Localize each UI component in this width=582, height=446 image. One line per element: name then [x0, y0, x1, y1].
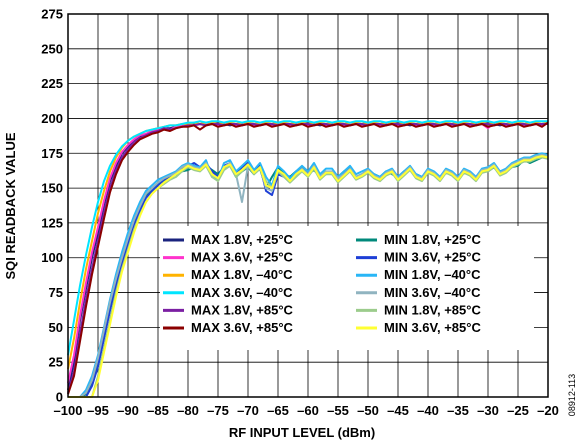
- figure-id: 08912-113: [567, 374, 577, 416]
- x-tick-label: –70: [237, 403, 259, 418]
- legend-label-8: MIN 3.6V, +25°C: [384, 250, 481, 265]
- x-axis-title: RF INPUT LEVEL (dBm): [229, 425, 375, 440]
- x-tick-label: –65: [267, 403, 289, 418]
- legend-label-2: MAX 3.6V, +25°C: [191, 250, 294, 265]
- legend-background: [356, 226, 534, 350]
- legend-label-4: MAX 3.6V, –40°C: [191, 285, 293, 300]
- x-tick-label: –25: [507, 403, 529, 418]
- series-lines: [67, 120, 549, 398]
- legend-label-9: MIN 1.8V, –40°C: [384, 267, 481, 282]
- x-tick-label: –30: [477, 403, 499, 418]
- x-tick-label: –60: [297, 403, 319, 418]
- legend-label-7: MIN 1.8V, +25°C: [384, 232, 481, 247]
- y-tick-label: 125: [41, 215, 63, 230]
- x-tick-label: –85: [147, 403, 169, 418]
- legend: MAX 1.8V, +25°C MAX 3.6V, +25°C MAX 1.8V, …: [160, 226, 534, 350]
- legend-label-1: MAX 1.8V, +25°C: [191, 232, 294, 247]
- y-tick-label: 100: [41, 250, 63, 265]
- series-line-12: [68, 155, 549, 398]
- axis-ticks: 0 25 50 75 100 125 150 175 200 225 250 275 –100 –95 –9…: [41, 7, 559, 419]
- y-tick-label: 75: [49, 285, 63, 300]
- x-tick-label: –100: [54, 403, 83, 418]
- y-tick-label: 200: [41, 111, 63, 126]
- x-tick-label: –80: [177, 403, 199, 418]
- series-line-6: [67, 121, 549, 395]
- legend-label-3: MAX 1.8V, –40°C: [191, 267, 293, 282]
- legend-label-5: MAX 1.8V, +85°C: [191, 302, 294, 317]
- legend-background: [160, 226, 356, 350]
- y-tick-label: 150: [41, 181, 63, 196]
- x-tick-label: –55: [327, 403, 349, 418]
- x-tick-label: –90: [117, 403, 139, 418]
- y-tick-label: 25: [49, 355, 63, 370]
- x-tick-label: –20: [537, 403, 559, 418]
- y-tick-label: 175: [41, 146, 63, 161]
- legend-label-11: MIN 1.8V, +85°C: [384, 302, 481, 317]
- x-tick-label: –95: [87, 403, 109, 418]
- legend-label-10: MIN 3.6V, –40°C: [384, 285, 481, 300]
- legend-label-6: MAX 3.6V, +85°C: [191, 320, 294, 335]
- y-tick-label: 250: [41, 41, 63, 56]
- series-line-9: [68, 152, 549, 398]
- series-line-4: [67, 120, 548, 356]
- plot-frame: [67, 13, 549, 398]
- x-tick-label: –50: [357, 403, 379, 418]
- y-tick-label: 50: [49, 320, 63, 335]
- x-tick-label: –35: [447, 403, 469, 418]
- x-tick-label: –40: [417, 403, 439, 418]
- y-tick-label: 0: [56, 390, 63, 405]
- x-tick-label: –75: [207, 403, 229, 418]
- y-tick-label: 275: [41, 7, 63, 22]
- legend-label-12: MIN 3.6V, +85°C: [384, 320, 481, 335]
- y-axis-title: SQI READBACK VALUE: [3, 132, 18, 279]
- x-tick-label: –45: [387, 403, 409, 418]
- y-tick-label: 225: [41, 76, 63, 91]
- series-line-5: [67, 123, 548, 394]
